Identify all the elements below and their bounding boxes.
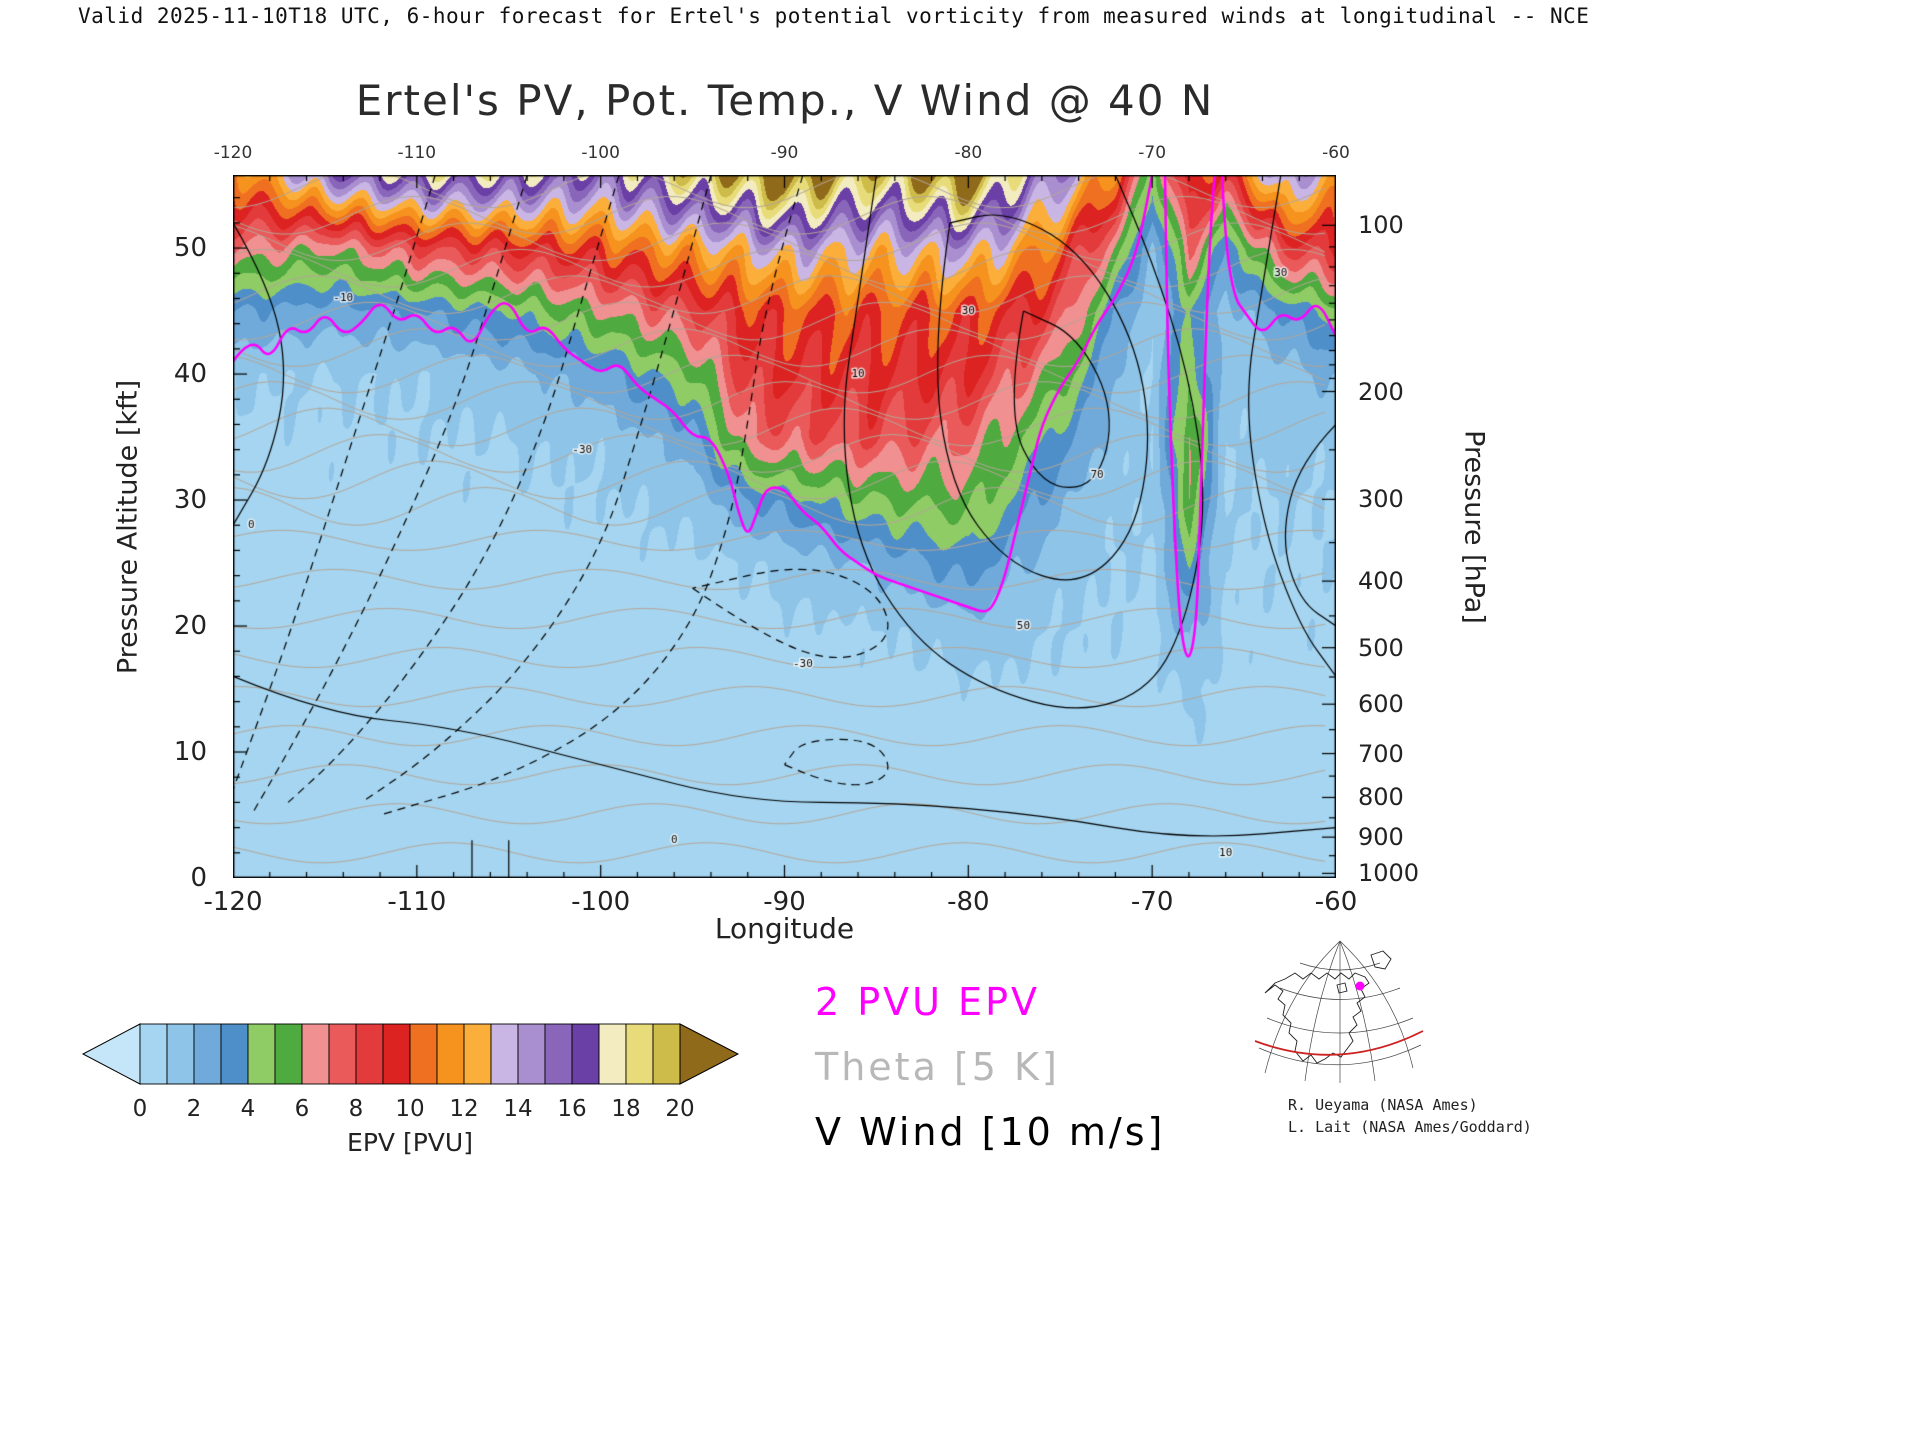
colorbar-tick-label: 4	[240, 1096, 256, 1122]
x-tick-label-top: -80	[954, 143, 983, 163]
x-tick-label-bottom: -100	[571, 887, 631, 917]
y-tick-label-right: 400	[1358, 567, 1404, 596]
colorbar-label: EPV [PVU]	[347, 1128, 473, 1157]
x-tick-label-top: -70	[1138, 143, 1167, 163]
y-tick-label-right: 900	[1358, 823, 1404, 852]
legend-line-2: V Wind [10 m/s]	[815, 1110, 1166, 1154]
colorbar-cell	[409, 1023, 438, 1085]
y-tick-label-right: 1000	[1358, 859, 1420, 888]
legend-line-0: 2 PVU EPV	[815, 980, 1040, 1024]
colorbar-tick-label: 14	[503, 1096, 533, 1122]
valid-time-header: Valid 2025-11-10T18 UTC, 6-hour forecast…	[78, 4, 1590, 28]
y-tick-label-left: 0	[190, 863, 207, 893]
x-tick-label-bottom: -110	[387, 887, 447, 917]
colorbar-cell	[571, 1023, 600, 1085]
epv-cross-section-canvas	[233, 175, 1336, 878]
colorbar-cell	[301, 1023, 330, 1085]
y-tick-label-left: 10	[173, 737, 207, 767]
colorbar-cell	[598, 1023, 627, 1085]
colorbar-cell	[544, 1023, 573, 1085]
x-tick-label-top: -120	[213, 143, 253, 163]
colorbar-tick-label: 18	[611, 1096, 641, 1122]
colorbar-tick-label: 8	[348, 1096, 364, 1122]
x-axis-label: Longitude	[714, 912, 855, 945]
latitude-40n-line	[1254, 1030, 1424, 1056]
legend-line-1: Theta [5 K]	[815, 1045, 1060, 1089]
colorbar-cell	[517, 1023, 546, 1085]
colorbar-cell	[220, 1023, 249, 1085]
colorbar: 0 2 4 6 8 10 12 14 16 18 20 EPV [PVU]	[80, 1022, 780, 1157]
x-tick-label-top: -110	[397, 143, 437, 163]
colorbar-cell	[328, 1023, 357, 1085]
y-axis-label-left: Pressure Altitude [kft]	[112, 379, 144, 675]
credit-line-2: L. Lait (NASA Ames/Goddard)	[1288, 1118, 1532, 1136]
y-tick-label-left: 30	[173, 485, 207, 516]
plot-title: Ertel's PV, Pot. Temp., V Wind @ 40 N	[355, 76, 1215, 125]
colorbar-cell	[166, 1023, 195, 1085]
y-tick-label-right: 100	[1358, 211, 1404, 240]
colorbar-swatches	[81, 1023, 740, 1085]
x-tick-label-top: -100	[581, 143, 620, 163]
credit-line-1: R. Ueyama (NASA Ames)	[1288, 1096, 1478, 1114]
y-tick-label-right: 500	[1358, 633, 1404, 662]
colorbar-cell	[355, 1023, 384, 1085]
colorbar-tick-label: 10	[395, 1096, 425, 1122]
y-axis-label-right: Pressure [hPa]	[1458, 430, 1490, 624]
y-tick-label-right: 800	[1358, 783, 1404, 812]
colorbar-cell	[625, 1023, 654, 1085]
colorbar-tick-label: 16	[557, 1096, 587, 1122]
map-inset	[1245, 933, 1425, 1088]
y-tick-label-left: 50	[173, 233, 207, 264]
colorbar-cell	[247, 1023, 276, 1085]
x-tick-label-top: -60	[1322, 143, 1350, 163]
colorbar-underflow-arrow	[81, 1023, 141, 1085]
y-tick-label-right: 700	[1358, 739, 1404, 768]
colorbar-cell	[193, 1023, 222, 1085]
plot-area: -120 -110 -100 -90 -80 -70 -60 -120 -110 -100 -90…	[174, 143, 1419, 917]
legend: 2 PVU EPV Theta [5 K] V Wind [10 m/s]	[815, 980, 1165, 1175]
cross-section-location-dot	[1355, 981, 1365, 991]
colorbar-tick-label: 0	[132, 1096, 148, 1122]
colorbar-tick-label: 2	[186, 1096, 202, 1122]
colorbar-tick-label: 20	[665, 1096, 695, 1122]
colorbar-cell	[436, 1023, 465, 1085]
colorbar-cell	[139, 1023, 168, 1085]
x-tick-label-bottom: -90	[763, 887, 806, 917]
y-tick-label-right: 200	[1358, 377, 1404, 406]
x-tick-label-top: -90	[770, 143, 799, 163]
colorbar-tick-label: 6	[294, 1096, 310, 1122]
x-tick-label-bottom: -60	[1314, 887, 1358, 917]
y-tick-label-left: 20	[173, 611, 207, 642]
y-tick-label-left: 40	[173, 359, 207, 390]
y-tick-label-right: 600	[1358, 690, 1404, 719]
map-graticule	[1258, 940, 1422, 1083]
colorbar-cell	[382, 1023, 411, 1085]
x-tick-label-bottom: -70	[1130, 887, 1174, 917]
colorbar-cell	[274, 1023, 303, 1085]
orthographic-map	[1254, 940, 1424, 1083]
colorbar-overflow-arrow	[679, 1023, 740, 1085]
y-tick-label-right: 300	[1358, 485, 1404, 514]
colorbar-cell	[652, 1023, 681, 1085]
x-tick-label-bottom: -120	[203, 887, 263, 917]
colorbar-cell	[463, 1023, 492, 1085]
x-tick-label-bottom: -80	[947, 887, 990, 917]
colorbar-tick-label: 12	[449, 1096, 479, 1122]
colorbar-cell	[490, 1023, 519, 1085]
map-coastlines	[1264, 950, 1392, 1064]
